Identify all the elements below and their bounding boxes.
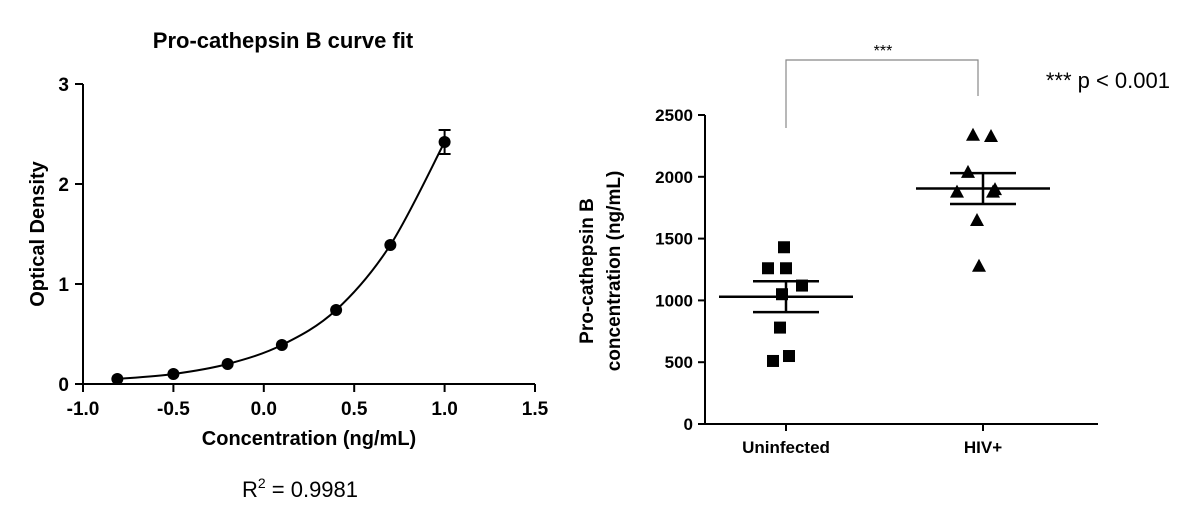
curve-fit-data-point <box>111 373 124 385</box>
hiv-data-point <box>961 164 975 178</box>
curve-fit-data-point <box>438 136 451 148</box>
curve-fit-x-tick-label: 1.0 <box>431 399 457 420</box>
curve-fit-x-tick-label: 1.5 <box>522 399 549 420</box>
uninfected-data-point <box>776 288 788 301</box>
r-squared-sup: 2 <box>258 475 266 491</box>
curve-fit-y-tick-label: 0 <box>58 375 69 396</box>
curve-fit-x-tick-label: -0.5 <box>157 399 190 420</box>
conc-y-tick-label: 1000 <box>655 291 693 310</box>
curve-fit-data-point <box>330 304 343 316</box>
conc-y-label-line2: concentration (ng/mL) <box>604 171 625 372</box>
curve-fit-x-label: Concentration (ng/mL) <box>202 428 416 450</box>
uninfected-data-point <box>796 279 808 292</box>
conc-y-tick-label: 2000 <box>655 168 693 187</box>
conc-y-tick-label: 1500 <box>655 230 693 249</box>
uninfected-data-point <box>783 350 795 363</box>
r-squared-value: = 0.9981 <box>266 477 358 502</box>
category-label: HIV+ <box>964 438 1002 457</box>
curve-fit-data-point <box>384 239 397 251</box>
curve-fit-title: Pro-cathepsin B curve fit <box>153 28 414 53</box>
uninfected-data-point <box>762 262 774 275</box>
r-squared-annotation: R2 = 0.9981 <box>242 475 358 502</box>
conc-y-tick-label: 500 <box>665 353 693 372</box>
hiv-data-point <box>966 127 980 141</box>
curve-fit-chart: Pro-cathepsin B curve fit 0 1 2 3 -1.0 -0.5 0… <box>27 28 549 502</box>
curve-fit-y-tick-label: 1 <box>58 275 69 296</box>
curve-fit-x-tick-label: 0.0 <box>251 399 277 420</box>
curve-fit-data-point <box>275 339 288 351</box>
p-value-annotation: *** p < 0.001 <box>1046 68 1170 93</box>
hiv-data-point <box>984 129 998 143</box>
significance-bracket <box>785 59 979 128</box>
hiv-data-point <box>950 184 964 198</box>
hiv-data-point <box>986 184 1000 198</box>
uninfected-data-point <box>778 241 790 254</box>
conc-y-tick-label: 2500 <box>655 106 693 125</box>
curve-fit-data-point <box>167 368 180 380</box>
category-label: Uninfected <box>742 438 830 457</box>
curve-fit-x-tick-label: 0.5 <box>341 399 368 420</box>
curve-fit-y-tick-label: 3 <box>58 75 69 96</box>
curve-fit-x-tick-label: -1.0 <box>67 399 100 420</box>
curve-fit-data-point <box>221 358 234 370</box>
significance-stars: *** <box>874 43 893 60</box>
uninfected-data-point <box>780 262 792 275</box>
conc-y-tick-label: 0 <box>684 415 693 434</box>
r-squared-base: R <box>242 477 258 502</box>
hiv-data-point <box>970 213 984 227</box>
uninfected-data-point <box>767 354 779 367</box>
conc-y-label-line1: Pro-cathepsin B <box>577 198 598 344</box>
curve-fit-y-label: Optical Density <box>27 160 49 306</box>
uninfected-data-point <box>774 321 786 334</box>
hiv-data-point <box>972 258 986 272</box>
curve-fit-y-tick-label: 2 <box>58 175 69 196</box>
concentration-chart: 0 500 1000 1500 2000 2500 Uninfected HIV+ *** … <box>577 43 1170 457</box>
